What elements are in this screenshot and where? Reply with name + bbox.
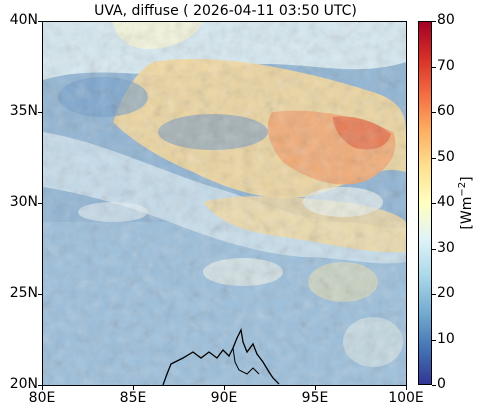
colorbar-tickmark xyxy=(432,385,436,386)
river-delta xyxy=(232,347,260,375)
colorbar-tick-label: 80 xyxy=(437,12,455,28)
y-tickmark xyxy=(38,21,42,22)
colorbar-tickmark xyxy=(432,294,436,295)
x-tickmark xyxy=(42,386,43,390)
y-tickmark xyxy=(38,385,42,386)
y-tick-label: 25N xyxy=(9,285,38,301)
colorbar-tick-label: 20 xyxy=(437,285,455,301)
map-panel[interactable] xyxy=(42,21,407,386)
colorbar-tick-label: 70 xyxy=(437,58,455,74)
colorbar-tick-label: 50 xyxy=(437,149,455,165)
x-tick-label: 85E xyxy=(119,390,147,406)
colorbar-label: [Wm−2] xyxy=(457,176,475,229)
y-tick-label: 20N xyxy=(9,376,38,392)
y-tick-label: 30N xyxy=(9,194,38,210)
colorbar-tick-label: 60 xyxy=(437,103,455,119)
x-tick-label: 80E xyxy=(28,390,56,406)
y-tickmark xyxy=(38,203,42,204)
colorbar-tickmark xyxy=(432,112,436,113)
colorbar-label-main: [Wm xyxy=(458,196,475,230)
x-tickmark xyxy=(224,386,225,390)
y-tickmark xyxy=(38,294,42,295)
colorbar-tick-label: 30 xyxy=(437,240,455,256)
x-tickmark xyxy=(406,386,407,390)
y-tickmark xyxy=(38,112,42,113)
map-title: UVA, diffuse ( 2026-04-11 03:50 UTC) xyxy=(94,3,357,19)
uva-field-map xyxy=(43,22,406,385)
texture-overlay xyxy=(43,22,406,385)
x-tickmark xyxy=(133,386,134,390)
colorbar-tick-label: 10 xyxy=(437,331,455,347)
colorbar-tick-label: 0 xyxy=(437,376,446,392)
colorbar-tickmark xyxy=(432,158,436,159)
colorbar-tickmark xyxy=(432,340,436,341)
colorbar-label-exponent: −2 xyxy=(457,181,469,197)
colorbar-tickmark xyxy=(432,249,436,250)
colorbar-tick-label: 40 xyxy=(437,194,455,210)
x-tick-label: 100E xyxy=(388,390,424,406)
colorbar-label-close: ] xyxy=(458,176,475,182)
x-tick-label: 95E xyxy=(301,390,329,406)
colorbar-tickmark xyxy=(432,67,436,68)
y-tick-label: 35N xyxy=(9,103,38,119)
colorbar-tickmark xyxy=(432,203,436,204)
x-tick-label: 90E xyxy=(210,390,238,406)
x-tickmark xyxy=(315,386,316,390)
colorbar xyxy=(418,21,432,385)
y-tick-label: 40N xyxy=(9,12,38,28)
colorbar-tickmark xyxy=(432,21,436,22)
